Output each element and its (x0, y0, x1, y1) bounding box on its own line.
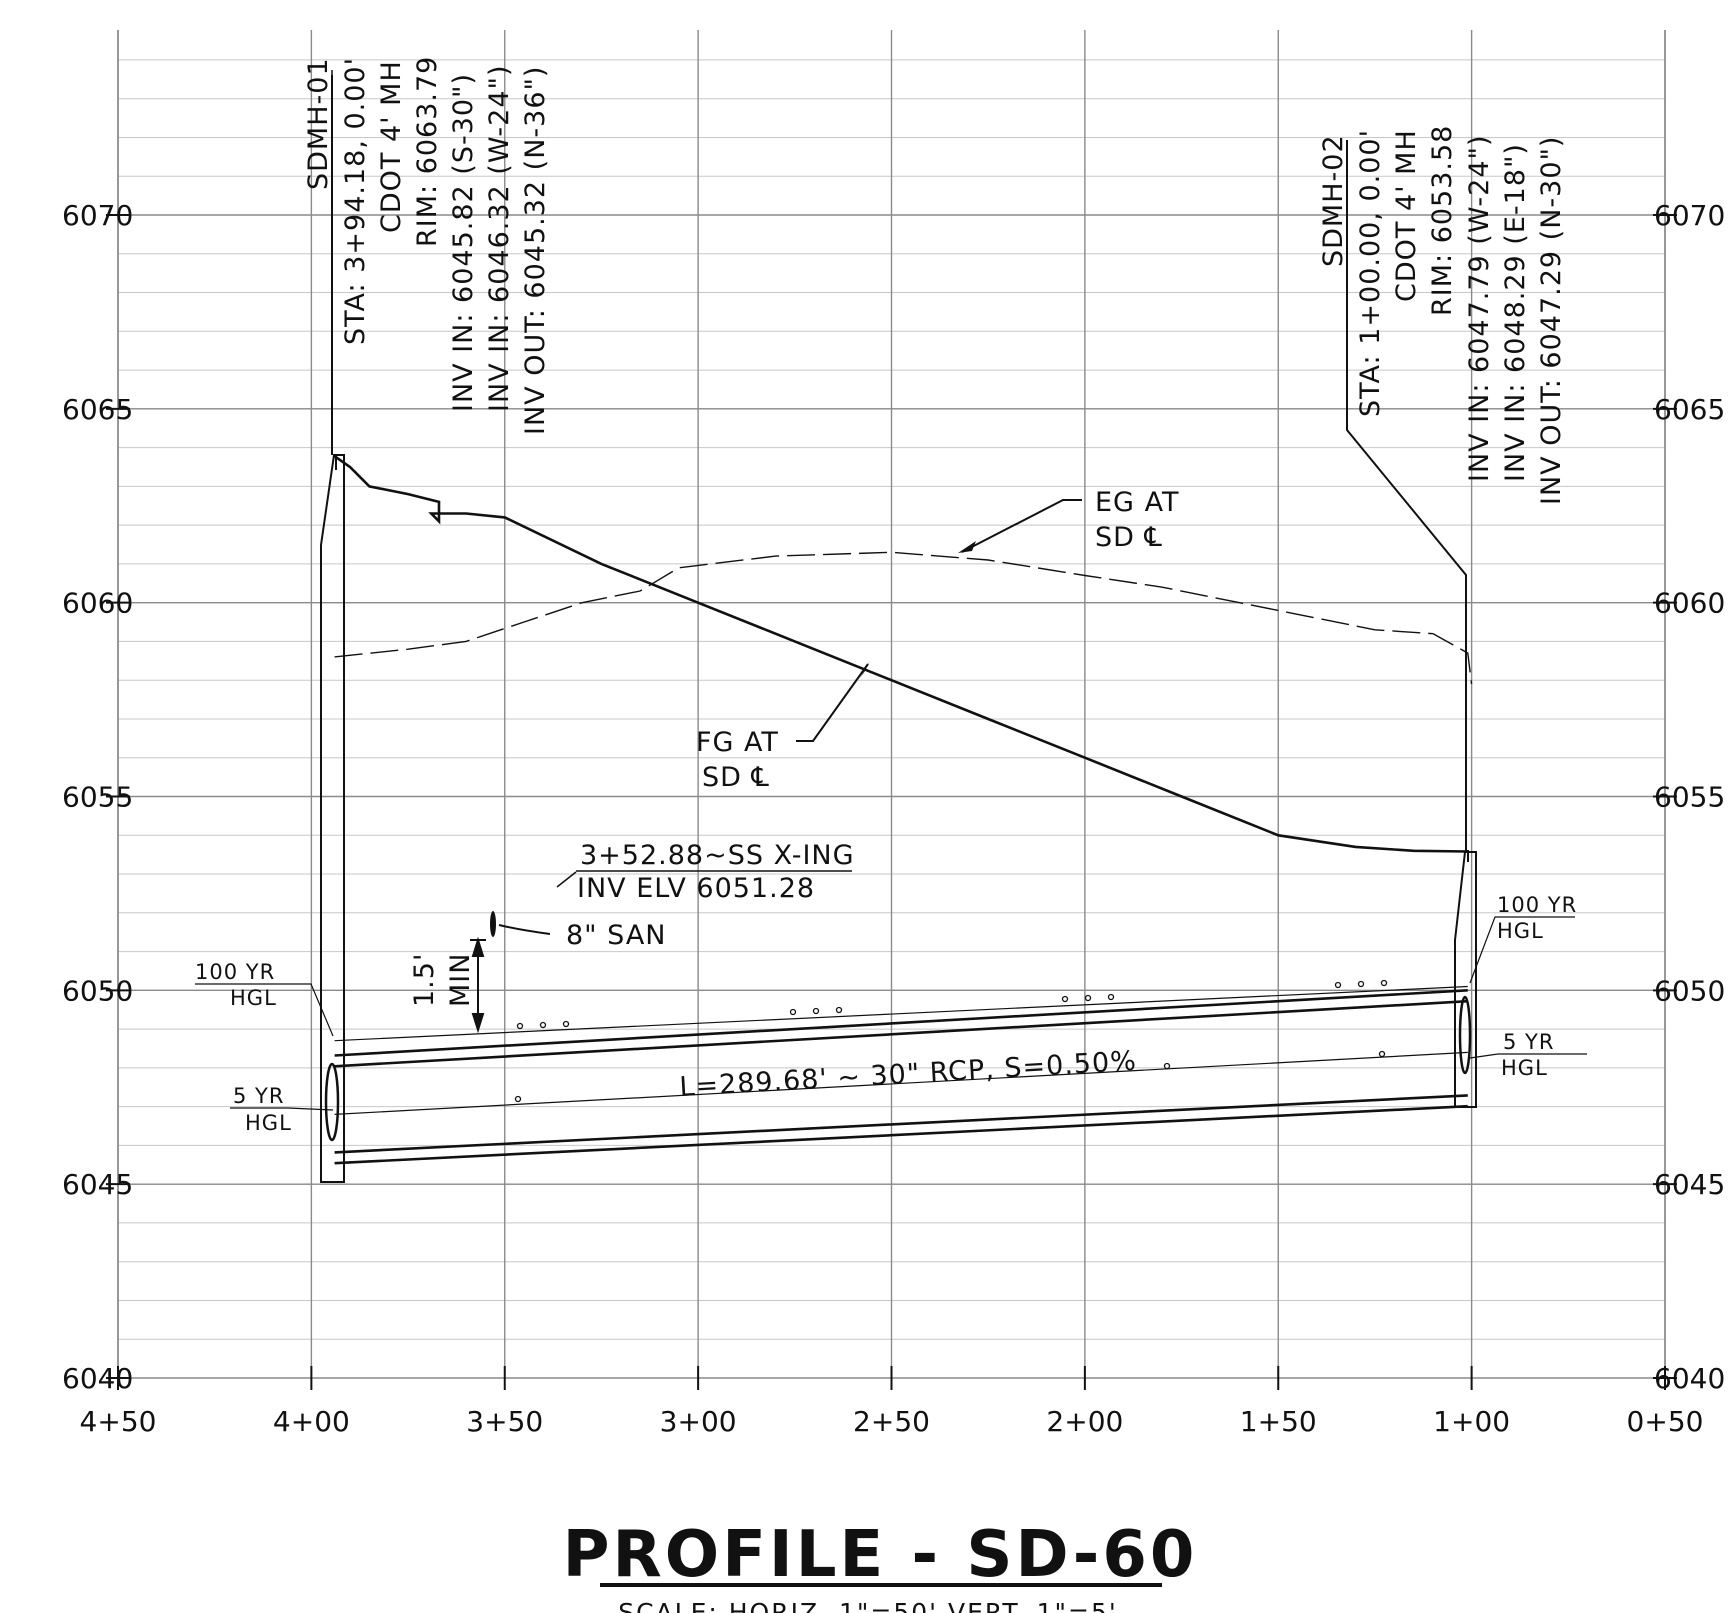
profile-lines (333, 454, 1473, 1165)
sdmh-02-callout (1346, 140, 1467, 852)
fg-label-line2: SD ℄ (702, 762, 770, 793)
sdmh-02-label: SDMH-02 STA: 1+00.00, 0.00' CDOT 4' MH R… (1318, 125, 1567, 505)
y-tick-label-right: 6040 (1654, 1362, 1725, 1395)
hgl100-right-hgl: HGL (1497, 919, 1544, 943)
sdmh-01-label: SDMH-01 STA: 3+94.18, 0.00' CDOT 4' MH R… (303, 56, 551, 435)
x-tick-label: 4+00 (273, 1405, 350, 1438)
hgl5-right-label: 5 YR (1503, 1030, 1554, 1054)
x-tick-label: 1+00 (1433, 1405, 1510, 1438)
eg-label-line1: EG AT (1095, 487, 1179, 518)
series-line (334, 1094, 1468, 1154)
y-axis-labels-left: 6040 6045 6050 6055 6060 6065 6070 (62, 199, 133, 1395)
sdmh-01-rim: RIM: 6063.79 (412, 56, 443, 247)
y-tick-label-left: 6050 (62, 974, 133, 1007)
x-tick-label: 2+50 (853, 1405, 930, 1438)
x-tick-label: 4+50 (80, 1405, 157, 1438)
sdmh-01-station: STA: 3+94.18, 0.00' (340, 57, 371, 345)
sdmh-02-inv-in-w: INV IN: 6047.79 (W-24") (1464, 135, 1495, 482)
crossing-station: 3+52.88~SS X-ING (580, 840, 855, 871)
series-line (334, 1051, 1468, 1115)
series-line (333, 454, 1468, 853)
x-tick-label: 3+50 (466, 1405, 543, 1438)
y-tick-label-right: 6065 (1654, 393, 1725, 426)
y-tick-label-right: 6060 (1654, 587, 1725, 620)
fg-label-line1: FG AT (696, 727, 779, 758)
hgl5-left-hgl: HGL (245, 1111, 292, 1135)
y-tick-label-left: 6060 (62, 587, 133, 620)
profile-scale: SCALE: HORIZ. 1"=50' VERT. 1"=5' (618, 1598, 1118, 1613)
pipe-label: L=289.68' ~ 30" RCP, S=0.50% (679, 1046, 1138, 1103)
x-tick-label: 1+50 (1240, 1405, 1317, 1438)
sdmh-02-inv-in-e: INV IN: 6048.29 (E-18") (1500, 143, 1531, 482)
clearance-min: MIN (445, 953, 476, 1007)
manhole-sdmh-02 (1454, 850, 1477, 1108)
y-tick-label-right: 6045 (1654, 1168, 1725, 1201)
fg-callout: FG AT SD ℄ (696, 661, 870, 793)
hgl100-right-label: 100 YR (1497, 893, 1577, 917)
series-line (334, 985, 1468, 1042)
san-label: 8" SAN (566, 920, 667, 951)
y-tick-label-left: 6045 (62, 1168, 133, 1201)
sdmh-01-type: CDOT 4' MH (376, 60, 407, 233)
y-tick-label-left: 6040 (62, 1362, 133, 1395)
y-tick-label-right: 6050 (1654, 974, 1725, 1007)
major-grid (117, 30, 1666, 1379)
clearance-dimension (470, 936, 486, 1034)
hgl-5yr-right-callout: 5 YR HGL (1469, 1030, 1587, 1080)
sdmh-02-rim: RIM: 6053.58 (1427, 125, 1458, 316)
hgl100-left-hgl: HGL (230, 986, 277, 1010)
y-axis-labels-right: 6040 6045 6050 6055 6060 6065 6070 (1654, 199, 1725, 1395)
sdmh-01-name: SDMH-01 (303, 57, 334, 190)
x-tick-label: 3+00 (660, 1405, 737, 1438)
hgl-5yr-left-callout: 5 YR HGL (230, 1084, 334, 1135)
series-line (334, 989, 1468, 1057)
hgl-100yr-right-callout: 100 YR HGL (1469, 893, 1577, 984)
sdmh-01-inv-out: INV OUT: 6045.32 (N-36") (520, 66, 551, 435)
y-tick-label-left: 6055 (62, 781, 133, 814)
hgl100-left-label: 100 YR (195, 960, 275, 984)
eg-label-line2: SD ℄ (1095, 522, 1163, 553)
sdmh-01-inv-in-w: INV IN: 6046.32 (W-24") (484, 65, 515, 412)
pipe-wall-line (334, 999, 1468, 1068)
pipe-wall-line (334, 1104, 1468, 1165)
crossing-invert: INV ELV 6051.28 (577, 873, 815, 904)
eg-callout: EG AT SD ℄ (958, 487, 1179, 553)
y-tick-label-right: 6055 (1654, 781, 1725, 814)
hgl5-right-hgl: HGL (1501, 1056, 1548, 1080)
sdmh-01-inv-in-s: INV IN: 6045.82 (S-30") (448, 73, 479, 412)
profile-title: PROFILE - SD-60 (563, 1518, 1198, 1592)
hgl-markers (514, 979, 1388, 1103)
sdmh-02-station: STA: 1+00.00, 0.00' (1355, 129, 1386, 417)
clearance-value: 1.5' (409, 953, 440, 1007)
y-tick-label-right: 6070 (1654, 199, 1725, 232)
series-line (334, 551, 1473, 685)
sdmh-02-inv-out: INV OUT: 6047.29 (N-30") (1536, 136, 1567, 505)
x-axis-labels: 4+50 4+00 3+50 3+00 2+50 2+00 1+50 1+00 0+50 (80, 1405, 1704, 1438)
hgl5-left-label: 5 YR (233, 1084, 284, 1108)
x-tick-label: 0+50 (1627, 1405, 1704, 1438)
y-tick-label-left: 6065 (62, 393, 133, 426)
hgl-100yr-left-callout: 100 YR HGL (195, 960, 334, 1037)
y-tick-label-left: 6070 (62, 199, 133, 232)
x-tick-label: 2+00 (1046, 1405, 1123, 1438)
sanitary-crossing-callout: 3+52.88~SS X-ING INV ELV 6051.28 8" SAN (490, 840, 855, 951)
sdmh-02-name: SDMH-02 (1318, 134, 1349, 267)
sdmh-02-type: CDOT 4' MH (1391, 129, 1422, 302)
axis-ticks (106, 214, 1677, 1390)
